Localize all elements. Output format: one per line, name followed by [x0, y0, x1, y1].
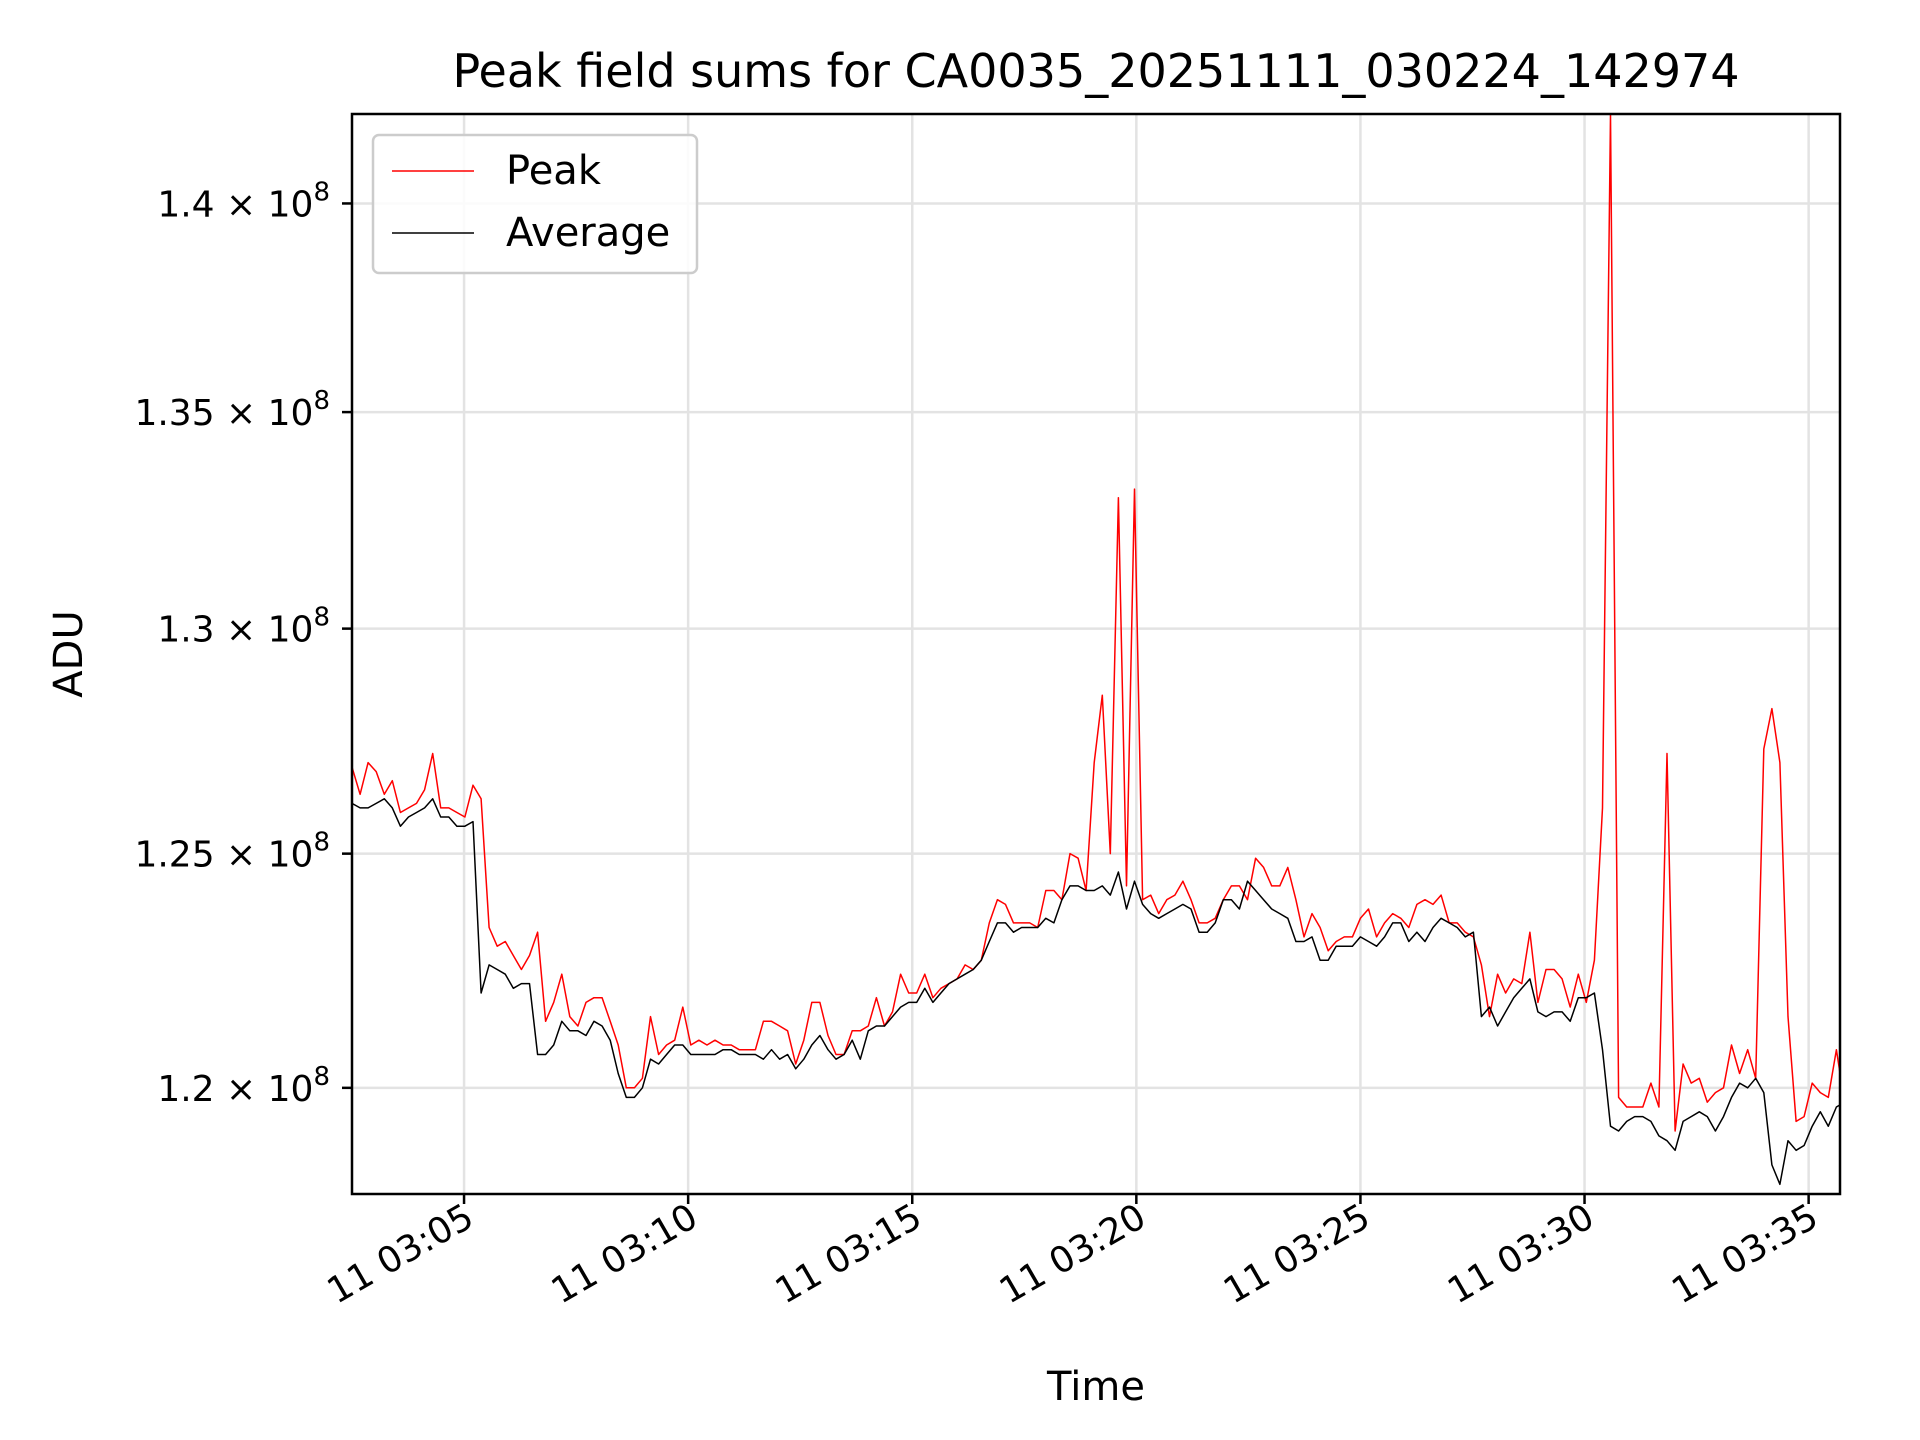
y-tick-times: × 10	[215, 1069, 314, 1110]
y-tick-mantissa: 1.4	[157, 184, 214, 225]
series-line-average	[352, 798, 1840, 1186]
y-tick-times: × 10	[215, 184, 314, 225]
y-tick-mantissa: 1.35	[134, 393, 214, 434]
y-tick-times: × 10	[215, 393, 314, 434]
legend: Peak Average	[371, 133, 699, 275]
y-tick-label: 1.2 × 108	[157, 1062, 330, 1110]
axis-ticks	[342, 202, 1810, 1204]
y-tick-times: × 10	[215, 835, 314, 876]
y-tick-label: 1.4 × 108	[157, 177, 330, 225]
y-tick-times: × 10	[215, 610, 314, 651]
y-tick-label: 1.35 × 108	[134, 386, 330, 434]
x-axis-label: Time	[1046, 1364, 1145, 1410]
y-tick-mantissa: 1.25	[134, 835, 214, 876]
y-tick-exponent: 8	[313, 177, 330, 207]
series-line-peak	[352, 114, 1840, 1132]
y-tick-label: 1.3 × 108	[157, 603, 330, 651]
y-tick-label: 1.25 × 108	[134, 828, 330, 876]
y-tick-mantissa: 1.2	[157, 1069, 214, 1110]
y-tick-exponent: 8	[313, 828, 330, 858]
series-lines	[352, 114, 1840, 1186]
legend-box	[371, 133, 699, 275]
legend-label-average: Average	[506, 210, 670, 256]
y-axis-label: ADU	[46, 610, 92, 697]
y-tick-exponent: 8	[313, 1062, 330, 1092]
grid-lines	[352, 114, 1840, 1194]
y-tick-exponent: 8	[313, 603, 330, 633]
y-tick-mantissa: 1.3	[157, 610, 214, 651]
y-tick-exponent: 8	[313, 386, 330, 416]
legend-label-peak: Peak	[506, 148, 602, 194]
plot-frame	[350, 112, 1842, 1196]
chart-title: Peak field sums for CA0035_20251111_0302…	[452, 44, 1739, 98]
